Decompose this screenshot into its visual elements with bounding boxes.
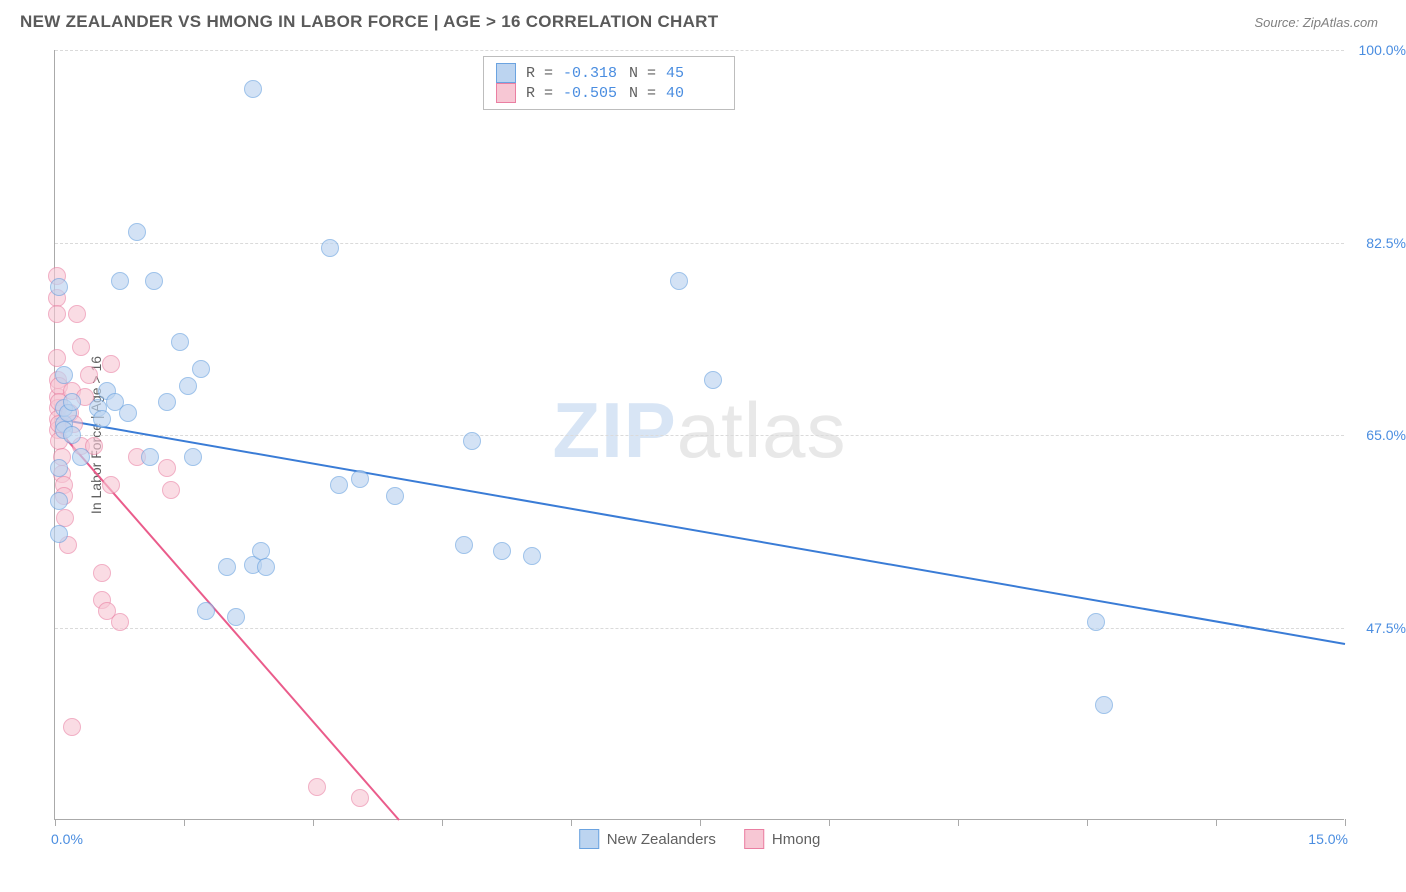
data-point	[63, 718, 81, 736]
data-point	[68, 305, 86, 323]
data-point	[50, 278, 68, 296]
chart-header: NEW ZEALANDER VS HMONG IN LABOR FORCE | …	[0, 0, 1406, 40]
data-point	[111, 272, 129, 290]
x-max-label: 15.0%	[1308, 831, 1348, 847]
data-point	[48, 305, 66, 323]
data-point	[48, 349, 66, 367]
legend-label: New Zealanders	[607, 831, 716, 848]
data-point	[158, 393, 176, 411]
data-point	[63, 426, 81, 444]
data-point	[351, 789, 369, 807]
data-point	[50, 525, 68, 543]
trendline	[55, 419, 1345, 645]
correlation-chart: ZIPatlas In Labor Force | Age > 16 47.5%…	[54, 50, 1344, 820]
data-point	[192, 360, 210, 378]
x-min-label: 0.0%	[51, 831, 83, 847]
swatch-icon	[496, 83, 516, 103]
data-point	[244, 80, 262, 98]
data-point	[93, 410, 111, 428]
swatch-icon	[744, 829, 764, 849]
data-point	[145, 272, 163, 290]
y-tick-label: 47.5%	[1366, 620, 1406, 636]
data-point	[171, 333, 189, 351]
data-point	[463, 432, 481, 450]
data-point	[523, 547, 541, 565]
data-point	[162, 481, 180, 499]
data-point	[72, 338, 90, 356]
data-point	[55, 366, 73, 384]
x-tick	[700, 819, 701, 826]
stats-row-nz: R = -0.318 N = 45	[496, 63, 722, 83]
x-tick	[55, 819, 56, 826]
data-point	[257, 558, 275, 576]
stats-row-hmong: R = -0.505 N = 40	[496, 83, 722, 103]
x-tick	[442, 819, 443, 826]
x-tick	[184, 819, 185, 826]
data-point	[197, 602, 215, 620]
x-tick	[1216, 819, 1217, 826]
data-point	[227, 608, 245, 626]
series-legend: New Zealanders Hmong	[579, 829, 821, 849]
data-point	[72, 448, 90, 466]
x-tick	[313, 819, 314, 826]
x-tick	[829, 819, 830, 826]
data-point	[50, 459, 68, 477]
trend-lines	[55, 50, 1345, 820]
data-point	[351, 470, 369, 488]
data-point	[386, 487, 404, 505]
source-label: Source: ZipAtlas.com	[1254, 15, 1378, 30]
legend-item-hmong: Hmong	[744, 829, 820, 849]
legend-item-nz: New Zealanders	[579, 829, 716, 849]
data-point	[111, 613, 129, 631]
data-point	[56, 509, 74, 527]
swatch-icon	[579, 829, 599, 849]
data-point	[119, 404, 137, 422]
data-point	[184, 448, 202, 466]
data-point	[158, 459, 176, 477]
y-tick-label: 100.0%	[1359, 42, 1406, 58]
x-tick	[1345, 819, 1346, 826]
data-point	[670, 272, 688, 290]
swatch-icon	[496, 63, 516, 83]
data-point	[93, 564, 111, 582]
y-tick-label: 82.5%	[1366, 235, 1406, 251]
data-point	[102, 355, 120, 373]
data-point	[704, 371, 722, 389]
data-point	[1095, 696, 1113, 714]
legend-label: Hmong	[772, 831, 820, 848]
data-point	[493, 542, 511, 560]
data-point	[102, 476, 120, 494]
data-point	[330, 476, 348, 494]
x-tick	[571, 819, 572, 826]
data-point	[218, 558, 236, 576]
data-point	[63, 393, 81, 411]
x-tick	[1087, 819, 1088, 826]
data-point	[80, 366, 98, 384]
data-point	[141, 448, 159, 466]
y-tick-label: 65.0%	[1366, 427, 1406, 443]
data-point	[128, 223, 146, 241]
data-point	[50, 492, 68, 510]
data-point	[179, 377, 197, 395]
data-point	[252, 542, 270, 560]
chart-title: NEW ZEALANDER VS HMONG IN LABOR FORCE | …	[20, 12, 718, 32]
data-point	[1087, 613, 1105, 631]
x-tick	[958, 819, 959, 826]
data-point	[308, 778, 326, 796]
stats-legend-box: R = -0.318 N = 45 R = -0.505 N = 40	[483, 56, 735, 110]
data-point	[455, 536, 473, 554]
data-point	[321, 239, 339, 257]
